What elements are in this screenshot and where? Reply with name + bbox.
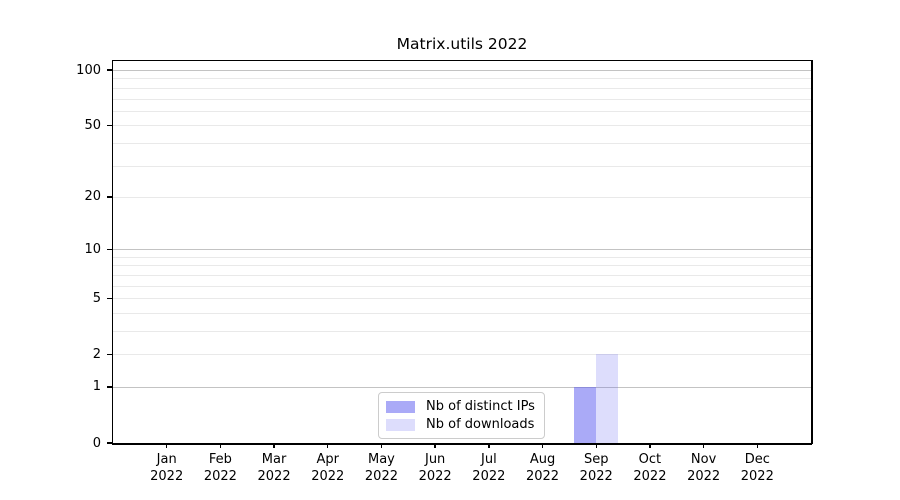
y-tick-mark [106, 69, 112, 71]
y-tick-label: 0 [92, 435, 101, 451]
x-tick-label: Feb 2022 [203, 452, 237, 484]
y-minor-gridline [113, 196, 811, 198]
y-minor-gridline [113, 298, 811, 300]
x-tick-label: Apr 2022 [311, 452, 345, 484]
x-tick-mark [380, 443, 383, 448]
y-minor-gridline [113, 110, 811, 112]
x-tick-label: Dec 2022 [740, 452, 774, 484]
y-major-gridline [113, 70, 811, 72]
x-tick-mark [488, 443, 490, 448]
x-tick-label: Jan 2022 [150, 452, 184, 484]
y-minor-gridline [113, 265, 811, 267]
x-tick-label: Nov 2022 [687, 452, 721, 484]
legend-swatch [386, 418, 415, 431]
y-major-gridline [113, 249, 811, 251]
legend-label: Nb of downloads [426, 417, 535, 432]
y-minor-gridline [113, 256, 811, 258]
x-tick-label: Jun 2022 [418, 452, 452, 484]
plot-area: Jan 2022 Feb 2022 Mar 2022 Apr 2022 May 2022… [76, 59, 813, 484]
y-tick-mark [106, 386, 112, 388]
x-tick-label: Oct 2022 [633, 452, 667, 484]
y-minor-gridline [113, 312, 811, 314]
x-tick-mark [541, 443, 544, 448]
legend-row: Nb of downloads [386, 416, 536, 433]
x-tick-label: Sep 2022 [579, 452, 613, 484]
y-tick-mark [106, 248, 112, 250]
y-minor-gridline [113, 354, 811, 356]
y-tick-label: 2 [92, 346, 101, 362]
y-tick-label: 1 [92, 379, 101, 395]
y-minor-gridline [113, 142, 811, 144]
y-tick-mark [106, 353, 112, 355]
x-tick-mark [702, 443, 705, 448]
x-tick-mark [165, 443, 168, 448]
x-tick-label: Mar 2022 [257, 452, 291, 484]
y-major-gridline [113, 386, 811, 388]
chart-title: Matrix.utils 2022 [396, 35, 528, 53]
y-minor-gridline [113, 165, 811, 167]
spine-left [111, 60, 113, 444]
y-minor-gridline [113, 274, 811, 276]
y-tick-mark [106, 297, 112, 299]
x-tick-mark [756, 443, 758, 448]
y-tick-label: 5 [92, 290, 101, 306]
bar [574, 386, 597, 443]
y-tick-mark [106, 196, 112, 198]
y-tick-label: 50 [84, 117, 101, 133]
legend-row: Nb of distinct IPs [386, 398, 536, 415]
legend: Nb of distinct IPs Nb of downloads [378, 392, 545, 439]
x-tick-label: Aug 2022 [525, 452, 560, 484]
y-minor-gridline [113, 78, 811, 80]
spine-top [112, 59, 812, 61]
y-minor-gridline [113, 330, 811, 332]
y-minor-gridline [113, 125, 811, 127]
spine-right [811, 60, 813, 444]
x-tick-mark [219, 443, 222, 448]
y-tick-label: 10 [84, 241, 101, 257]
bar [596, 354, 619, 443]
x-tick-mark [649, 443, 651, 448]
y-tick-label: 20 [84, 189, 101, 205]
y-minor-gridline [113, 87, 811, 89]
y-tick-mark [106, 442, 112, 444]
x-tick-mark [273, 443, 275, 448]
x-tick-label: May 2022 [364, 452, 398, 484]
y-minor-gridline [113, 285, 811, 287]
x-tick-mark [327, 443, 329, 448]
x-tick-mark [434, 443, 436, 448]
x-tick-mark [595, 443, 597, 448]
y-tick-mark [106, 124, 112, 126]
legend-swatch [386, 400, 415, 413]
y-minor-gridline [113, 98, 811, 100]
y-tick-label: 100 [76, 62, 101, 78]
spine-bottom [112, 443, 812, 445]
legend-label: Nb of distinct IPs [426, 399, 535, 414]
x-tick-label: Jul 2022 [472, 452, 506, 484]
